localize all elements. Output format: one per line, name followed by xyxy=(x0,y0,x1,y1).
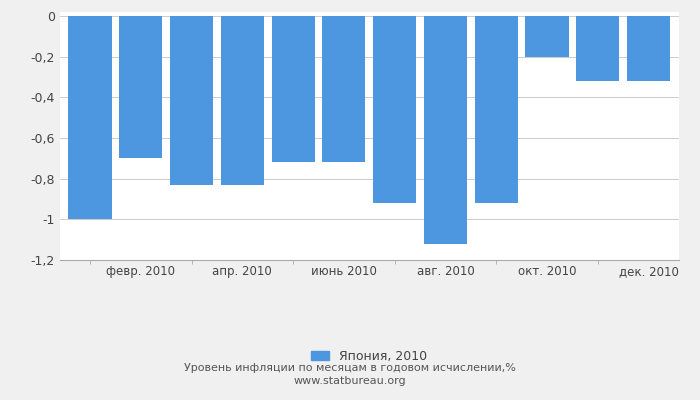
Bar xyxy=(220,16,264,185)
Bar xyxy=(576,16,620,81)
Bar xyxy=(475,16,518,203)
Bar xyxy=(424,16,467,244)
Text: www.statbureau.org: www.statbureau.org xyxy=(294,376,406,386)
Bar xyxy=(119,16,162,158)
Text: Уровень инфляции по месяцам в годовом исчислении,%: Уровень инфляции по месяцам в годовом ис… xyxy=(184,363,516,373)
Legend: Япония, 2010: Япония, 2010 xyxy=(307,345,432,368)
Bar xyxy=(322,16,365,162)
Bar xyxy=(170,16,213,185)
Bar xyxy=(69,16,111,219)
Bar xyxy=(373,16,416,203)
Bar xyxy=(526,16,568,57)
Bar xyxy=(272,16,315,162)
Bar xyxy=(627,16,670,81)
